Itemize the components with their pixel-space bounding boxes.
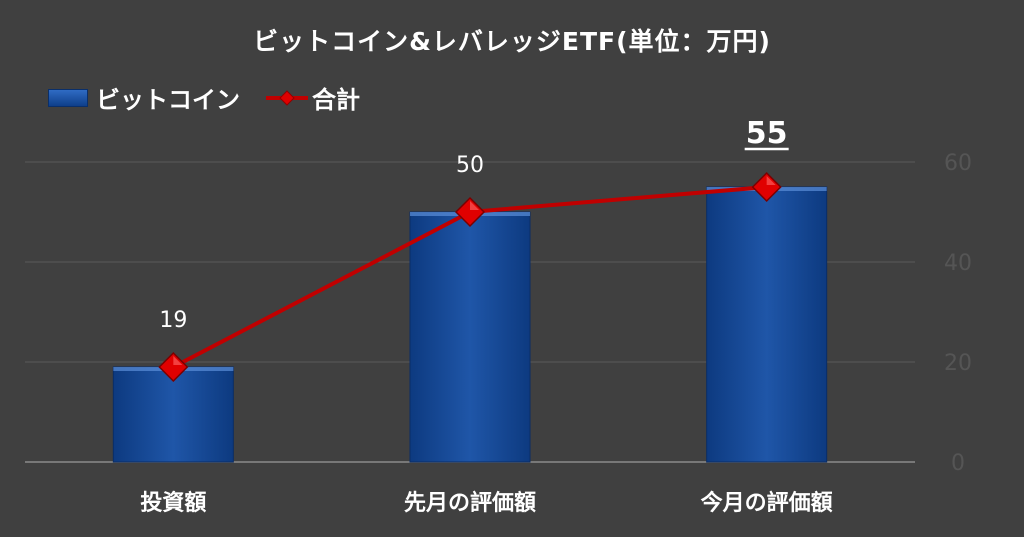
y-tick-label: 40 [944, 251, 972, 276]
line-marker-shine [173, 356, 183, 365]
data-label-2: 50 [456, 153, 484, 178]
legend: ビットコイン 合計 [48, 80, 386, 115]
line-marker-1 [158, 351, 189, 383]
x-tick-label: 投資額 [140, 490, 206, 516]
line-marker-shine [470, 201, 479, 210]
y-tick-label: 20 [944, 351, 972, 376]
line-marker-3 [751, 171, 782, 203]
x-tick-label: 今月の評価額 [701, 490, 833, 516]
chart-title: ビットコイン&レバレッジETF(単位：万円) [253, 27, 771, 56]
data-label-1: 19 [159, 308, 187, 333]
legend-item-bitcoin: ビットコイン [48, 80, 240, 115]
line-marker-shine [766, 176, 776, 185]
legend-label-total: 合計 [312, 86, 360, 114]
bar-2 [409, 211, 531, 463]
legend-swatch-line [266, 89, 308, 106]
bar-3 [706, 186, 828, 463]
bar-1 [112, 366, 234, 463]
line-marker-2 [454, 196, 486, 228]
legend-item-total: 合計 [266, 80, 360, 115]
legend-label-bitcoin: ビットコイン [96, 86, 240, 114]
legend-swatch-bar [48, 88, 88, 107]
y-tick-label: 60 [944, 151, 972, 176]
y-tick-label: 0 [951, 451, 965, 476]
data-label-3: 55 [746, 116, 788, 151]
x-tick-label: 先月の評価額 [404, 490, 536, 516]
